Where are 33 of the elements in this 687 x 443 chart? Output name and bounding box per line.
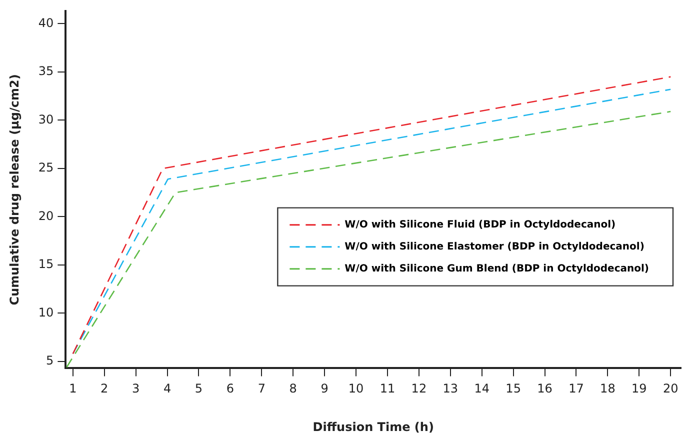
y-tick-label: 35 (38, 64, 54, 78)
x-tick-label: 9 (320, 382, 328, 396)
x-tick-label: 15 (506, 382, 521, 396)
x-tick-label: 8 (289, 382, 297, 396)
x-tick-label: 1 (69, 382, 77, 396)
x-tick-label: 11 (380, 382, 396, 396)
x-tick-label: 17 (568, 382, 584, 396)
legend-label: W/O with Silicone Fluid (BDP in Octyldodecanol) (344, 219, 616, 230)
x-tick-label: 5 (194, 382, 203, 396)
x-tick-label: 14 (474, 382, 490, 396)
legend-label: W/O with Silicone Gum Blend (BDP in Octyldodecanol) (344, 263, 650, 274)
y-tick-label: 40 (38, 16, 54, 30)
x-tick-label: 20 (662, 382, 678, 396)
legend-label: W/O with Silicone Elastomer (BDP in Octyldodecanol) (344, 241, 644, 252)
y-axis-title: Cumulative drug release (µg/cm2) (7, 74, 22, 306)
y-tick-label: 5 (46, 354, 54, 368)
x-tick-label: 6 (226, 382, 234, 396)
x-tick-label: 2 (100, 382, 108, 396)
x-tick-label: 16 (537, 382, 552, 396)
x-tick-label: 4 (163, 382, 172, 396)
x-tick-label: 10 (348, 382, 364, 396)
y-tick-label: 15 (38, 257, 54, 272)
x-axis-title: Diffusion Time (h) (312, 420, 434, 434)
x-tick-label: 3 (132, 382, 140, 396)
y-tick-label: 30 (38, 112, 54, 126)
x-tick-label: 7 (258, 382, 266, 396)
x-tick-label: 19 (632, 382, 647, 396)
x-tick-label: 13 (442, 382, 458, 396)
y-tick-label: 20 (38, 208, 54, 223)
y-tick-label: 25 (38, 160, 54, 175)
x-tick-label: 18 (600, 382, 616, 396)
y-tick-label: 10 (38, 305, 54, 320)
x-tick-label: 12 (411, 382, 427, 396)
